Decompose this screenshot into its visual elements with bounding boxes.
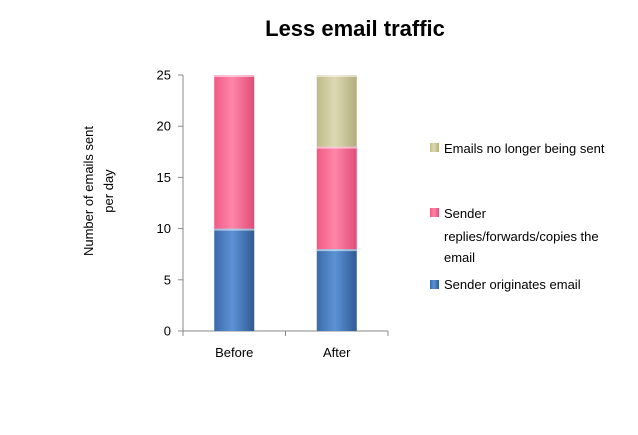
y-tick-label: 10 [157, 221, 171, 236]
y-tick-label: 15 [157, 170, 171, 185]
legend-label: replies/forwards/copies the [444, 229, 599, 244]
y-tick-label: 5 [164, 272, 171, 287]
legend-label: email [444, 250, 475, 265]
y-axis-label: Number of emails sent per day [81, 126, 116, 256]
bar-segment [316, 75, 357, 147]
legend-label: Emails no longer being sent [444, 141, 605, 156]
bar-segment [214, 75, 255, 229]
legend-label: Sender [444, 206, 487, 221]
legend-swatch [430, 143, 439, 152]
legend-label: Sender originates email [444, 277, 581, 292]
bar-segment [214, 228, 255, 331]
legend-swatch [430, 208, 439, 217]
bar-segment [316, 249, 357, 331]
x-tick-label: Before [215, 345, 253, 360]
bars [214, 75, 357, 331]
chart-title: Less email traffic [265, 16, 445, 41]
legend: Emails no longer being sent Sender replies… [430, 141, 605, 292]
y-tick-label: 20 [157, 119, 171, 134]
bar-segment [316, 146, 357, 250]
legend-swatch [430, 280, 439, 289]
x-tick-label: After [323, 345, 351, 360]
y-axis-label-line: per day [101, 169, 116, 213]
y-axis-label-line: Number of emails sent [81, 126, 96, 256]
axes: 0 5 10 15 20 25 Before After [157, 68, 389, 360]
y-tick-label: 0 [164, 324, 171, 339]
y-tick-label: 25 [157, 68, 171, 83]
